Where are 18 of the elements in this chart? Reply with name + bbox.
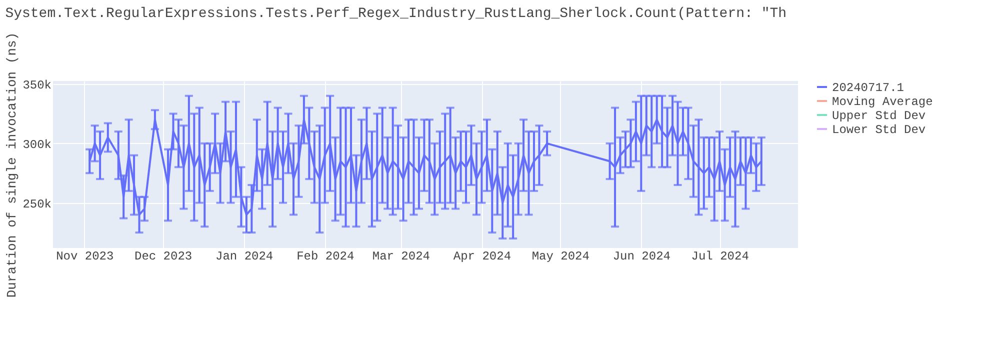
chart-title: System.Text.RegularExpressions.Tests.Perf_Regex_Industry_RustLang_Sherlock.Count(Pattern: "Th — [5, 6, 787, 22]
x-tick-label: Mar 2024 — [372, 250, 430, 264]
x-tick-label: Apr 2024 — [453, 250, 512, 264]
y-axis-title: Duration of single invocation (ns) — [4, 32, 20, 298]
legend-label: Lower Std Dev — [832, 123, 926, 137]
x-tick-label: Feb 2024 — [296, 250, 354, 264]
x-tick-label: Jan 2024 — [216, 250, 274, 264]
x-tick-label: Jul 2024 — [691, 250, 749, 264]
x-tick-label: May 2024 — [532, 250, 590, 264]
x-tick-label: Nov 2023 — [56, 250, 114, 264]
legend-label: Moving Average — [832, 95, 933, 109]
legend-label: 20240717.1 — [832, 81, 904, 95]
y-tick-label: 300k — [22, 138, 52, 152]
x-tick-label: Jun 2024 — [612, 250, 670, 264]
y-tick-label: 350k — [22, 78, 52, 92]
y-tick-label: 250k — [22, 197, 52, 212]
legend-label: Upper Std Dev — [832, 109, 926, 123]
x-tick-label: Dec 2023 — [134, 250, 192, 264]
